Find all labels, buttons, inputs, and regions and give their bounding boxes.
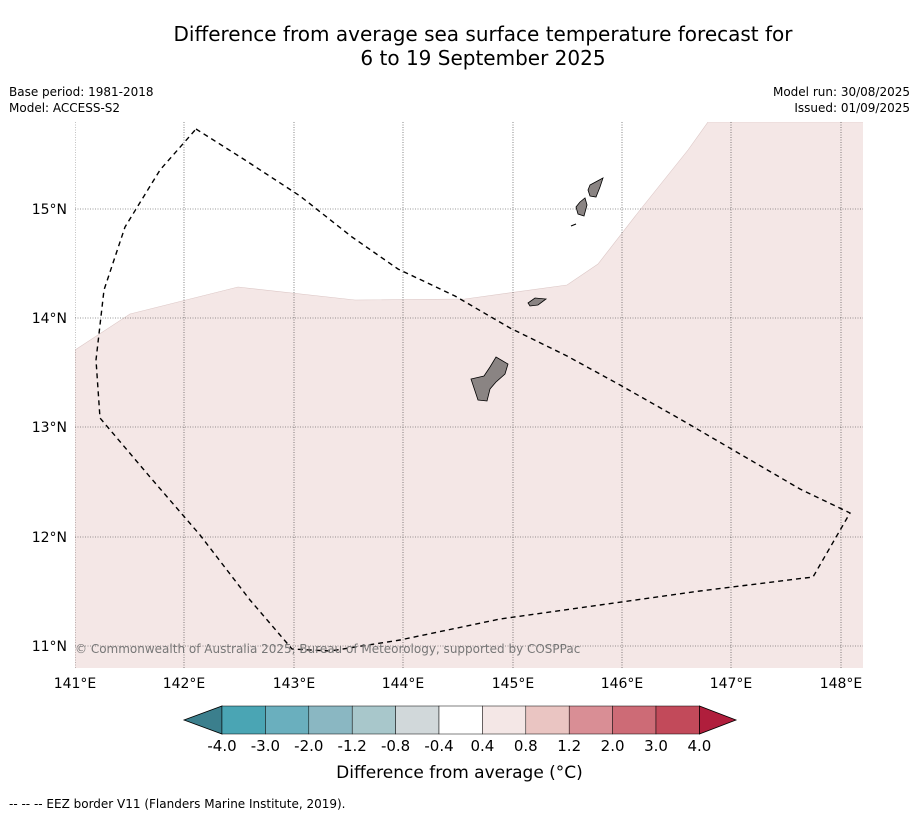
colorbar-tick-label: 0.4 [470, 737, 494, 755]
meta-left: Base period: 1981-2018 Model: ACCESS-S2 [9, 84, 154, 116]
colorbar-tick-label: 0.8 [514, 737, 538, 755]
longitude-label: 144°E [382, 676, 425, 692]
longitude-label: 142°E [163, 676, 206, 692]
colorbar-segment [351, 705, 396, 735]
meta-right: Model run: 30/08/2025 Issued: 01/09/2025 [773, 84, 910, 116]
latitude-label: 15°N [32, 202, 67, 218]
longitude-label: 147°E [710, 676, 753, 692]
latitude-label: 13°N [32, 420, 67, 436]
colorbar-segment [482, 705, 527, 735]
anomaly-region [75, 122, 863, 668]
latitude-label: 12°N [32, 530, 67, 546]
rota-island [527, 297, 548, 307]
map-area [75, 122, 863, 668]
colorbar-tick-label: -0.4 [424, 737, 453, 755]
colorbar-labels: -4.0 -3.0 -2.0 -1.2 -0.8 -0.4 0.4 0.8 1.2 2.0 3.0 4… [207, 737, 711, 755]
colorbar-tick-label: 1.2 [557, 737, 581, 755]
longitude-label: 146°E [601, 676, 644, 692]
colorbar-title: Difference from average (°C) [336, 763, 583, 783]
eez-legend-text: -- -- -- EEZ border V11 (Flanders Marine… [9, 797, 346, 811]
latitude-labels: 15°N 14°N 13°N 12°N 11°N [32, 202, 67, 655]
colorbar-segment [525, 705, 570, 735]
colorbar [182, 705, 738, 735]
saipan-island [587, 177, 604, 198]
colorbar-segment [221, 705, 266, 735]
latitude-label: 14°N [32, 311, 67, 327]
colorbar-segment [655, 705, 700, 735]
colorbar-tick-label: -4.0 [207, 737, 236, 755]
colorbar-segment [265, 705, 310, 735]
model-run: Model run: 30/08/2025 [772, 85, 910, 99]
colorbar-arrow-high [699, 705, 738, 735]
colorbar-tick-label: -0.8 [381, 737, 410, 755]
colorbar-arrow-low [182, 705, 223, 735]
colorbar-tick-label: -1.2 [338, 737, 367, 755]
colorbar-segment [308, 705, 353, 735]
chart-title: Difference from average sea surface temp… [90, 22, 876, 70]
graticule [75, 122, 863, 668]
colorbar-tick-label: -2.0 [294, 737, 323, 755]
colorbar-segment [612, 705, 657, 735]
eez-border [95, 128, 851, 652]
guam-island [470, 356, 509, 402]
latitude-label: 11°N [32, 639, 67, 655]
issued-date: Issued: 01/09/2025 [794, 101, 910, 115]
longitude-label: 141°E [54, 676, 97, 692]
longitude-labels: 141°E 142°E 143°E 144°E 145°E 146°E 147°E 148°E [54, 676, 863, 692]
base-period: Base period: 1981-2018 [9, 85, 154, 99]
colorbar-segment [568, 705, 613, 735]
aguijan-island [570, 223, 577, 227]
title-line-2: 6 to 19 September 2025 [360, 46, 606, 70]
colorbar-tick-label: 3.0 [644, 737, 668, 755]
colorbar-segment [395, 705, 440, 735]
colorbar-tick-label: -3.0 [251, 737, 280, 755]
longitude-label: 148°E [820, 676, 863, 692]
tinian-island [575, 197, 588, 217]
colorbar-tick-label: 4.0 [687, 737, 711, 755]
copyright-text: © Commonwealth of Australia 2025, Bureau… [75, 642, 581, 656]
longitude-label: 143°E [273, 676, 316, 692]
model-name: Model: ACCESS-S2 [9, 101, 121, 115]
colorbar-segment [438, 705, 483, 735]
longitude-label: 145°E [492, 676, 535, 692]
title-line-1: Difference from average sea surface temp… [173, 22, 793, 46]
colorbar-tick-label: 2.0 [601, 737, 625, 755]
